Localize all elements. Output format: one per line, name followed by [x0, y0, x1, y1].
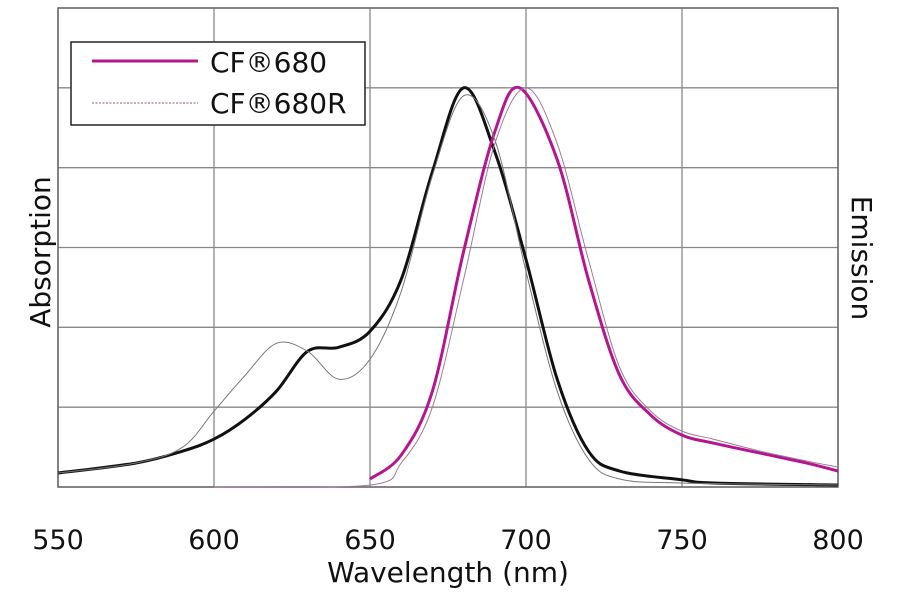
- series-lines: [57, 85, 839, 488]
- y-axis-label-right: Emission: [845, 196, 878, 321]
- series-line-cf680r-absorption: [57, 94, 839, 486]
- series-line-cf680r-emission: [213, 87, 839, 488]
- x-axis-label: Wavelength (nm): [327, 556, 569, 589]
- x-tick-label: 650: [344, 525, 396, 556]
- x-tick-labels: 550 600 650 700 750 800: [32, 525, 864, 556]
- legend-box: [70, 41, 366, 126]
- x-tick-label: 800: [812, 525, 864, 556]
- plot-frame: [57, 7, 839, 488]
- legend-label-cf680r: CF®680R: [210, 87, 347, 120]
- y-axis-label-left: Absorption: [24, 176, 57, 328]
- x-tick-label: 750: [656, 525, 708, 556]
- x-tick-label: 700: [500, 525, 552, 556]
- legend: CF®680 CF®680R: [70, 41, 366, 126]
- x-tick-label: 600: [188, 525, 240, 556]
- x-tick-label: 550: [32, 525, 84, 556]
- series-line-cf680-absorption: [57, 86, 839, 487]
- legend-label-cf680: CF®680: [210, 46, 327, 79]
- series-line-cf680-emission: [369, 85, 839, 481]
